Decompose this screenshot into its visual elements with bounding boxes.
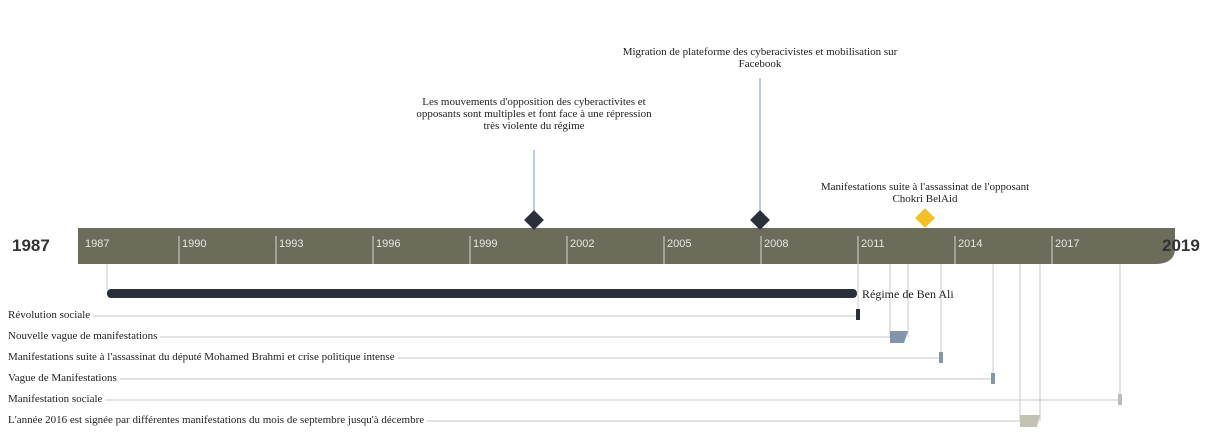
tick-label: 2008 xyxy=(764,238,789,250)
event-marker xyxy=(524,210,544,230)
row-marker xyxy=(856,309,860,320)
row-label: Nouvelle vague de manifestations xyxy=(8,330,161,342)
timeline-band xyxy=(78,228,1175,264)
row-label: L'année 2016 est signée par différentes … xyxy=(8,414,428,426)
row-marker xyxy=(939,352,943,363)
row-marker xyxy=(1020,415,1040,427)
event-label: Manifestations suite à l'assassinat de l… xyxy=(820,181,1030,205)
tick-label: 2014 xyxy=(958,238,983,250)
event-label: Migration de plateforme des cyberacivist… xyxy=(622,46,898,70)
row-marker xyxy=(890,331,908,343)
row-marker xyxy=(991,373,995,384)
row-marker xyxy=(1118,394,1122,405)
event-label: Les mouvements d'opposition des cyberact… xyxy=(416,96,652,132)
tick-label: 1996 xyxy=(376,238,401,250)
period-label: Régime de Ben Ali xyxy=(862,287,954,301)
start-year: 1987 xyxy=(12,236,50,255)
row-lines xyxy=(8,264,1121,422)
tick-label: 1990 xyxy=(182,238,207,250)
event-marker xyxy=(915,208,935,228)
tick-label: 2011 xyxy=(861,238,885,250)
tick-label: 2005 xyxy=(667,238,692,250)
period-bar xyxy=(107,289,857,298)
row-label: Manifestations suite à l'assassinat du d… xyxy=(8,351,398,363)
tick-label: 1993 xyxy=(279,238,304,250)
row-label: Manifestation sociale xyxy=(8,393,106,405)
row-label: Vague de Manifestations xyxy=(8,372,120,384)
row-label: Révolution sociale xyxy=(8,309,94,321)
tick-label: 1987 xyxy=(85,238,110,250)
tick-label: 1999 xyxy=(473,238,498,250)
tick-label: 2002 xyxy=(570,238,595,250)
event-marker xyxy=(750,210,770,230)
tick-label: 2017 xyxy=(1055,238,1080,250)
end-year: 2019 xyxy=(1162,236,1200,255)
